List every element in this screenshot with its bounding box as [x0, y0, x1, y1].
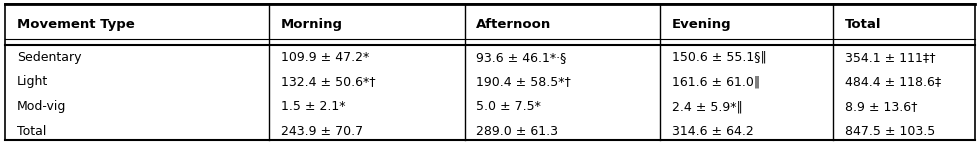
Text: 93.6 ± 46.1*·§: 93.6 ± 46.1*·§: [476, 51, 566, 64]
Text: Evening: Evening: [671, 18, 731, 31]
Text: 1.5 ± 2.1*: 1.5 ± 2.1*: [280, 100, 345, 113]
Text: Sedentary: Sedentary: [17, 51, 81, 64]
Text: 161.6 ± 61.0‖: 161.6 ± 61.0‖: [671, 75, 759, 88]
Text: 132.4 ± 50.6*†: 132.4 ± 50.6*†: [280, 75, 375, 88]
Text: 314.6 ± 64.2: 314.6 ± 64.2: [671, 125, 753, 138]
Text: Light: Light: [17, 75, 48, 88]
Text: Total: Total: [17, 125, 46, 138]
Text: 243.9 ± 70.7: 243.9 ± 70.7: [280, 125, 362, 138]
Text: Total: Total: [844, 18, 880, 31]
Text: 5.0 ± 7.5*: 5.0 ± 7.5*: [476, 100, 540, 113]
Text: Afternoon: Afternoon: [476, 18, 551, 31]
Text: 150.6 ± 55.1§‖: 150.6 ± 55.1§‖: [671, 51, 766, 64]
Text: Mod-vig: Mod-vig: [17, 100, 65, 113]
Text: 354.1 ± 111‡†: 354.1 ± 111‡†: [844, 51, 935, 64]
Text: 289.0 ± 61.3: 289.0 ± 61.3: [476, 125, 558, 138]
Text: 190.4 ± 58.5*†: 190.4 ± 58.5*†: [476, 75, 571, 88]
Text: 847.5 ± 103.5: 847.5 ± 103.5: [844, 125, 934, 138]
Text: 109.9 ± 47.2*: 109.9 ± 47.2*: [280, 51, 368, 64]
Text: 484.4 ± 118.6‡: 484.4 ± 118.6‡: [844, 75, 940, 88]
Text: Morning: Morning: [280, 18, 342, 31]
Text: 8.9 ± 13.6†: 8.9 ± 13.6†: [844, 100, 916, 113]
Text: 2.4 ± 5.9*‖: 2.4 ± 5.9*‖: [671, 100, 742, 113]
Text: Movement Type: Movement Type: [17, 18, 134, 31]
